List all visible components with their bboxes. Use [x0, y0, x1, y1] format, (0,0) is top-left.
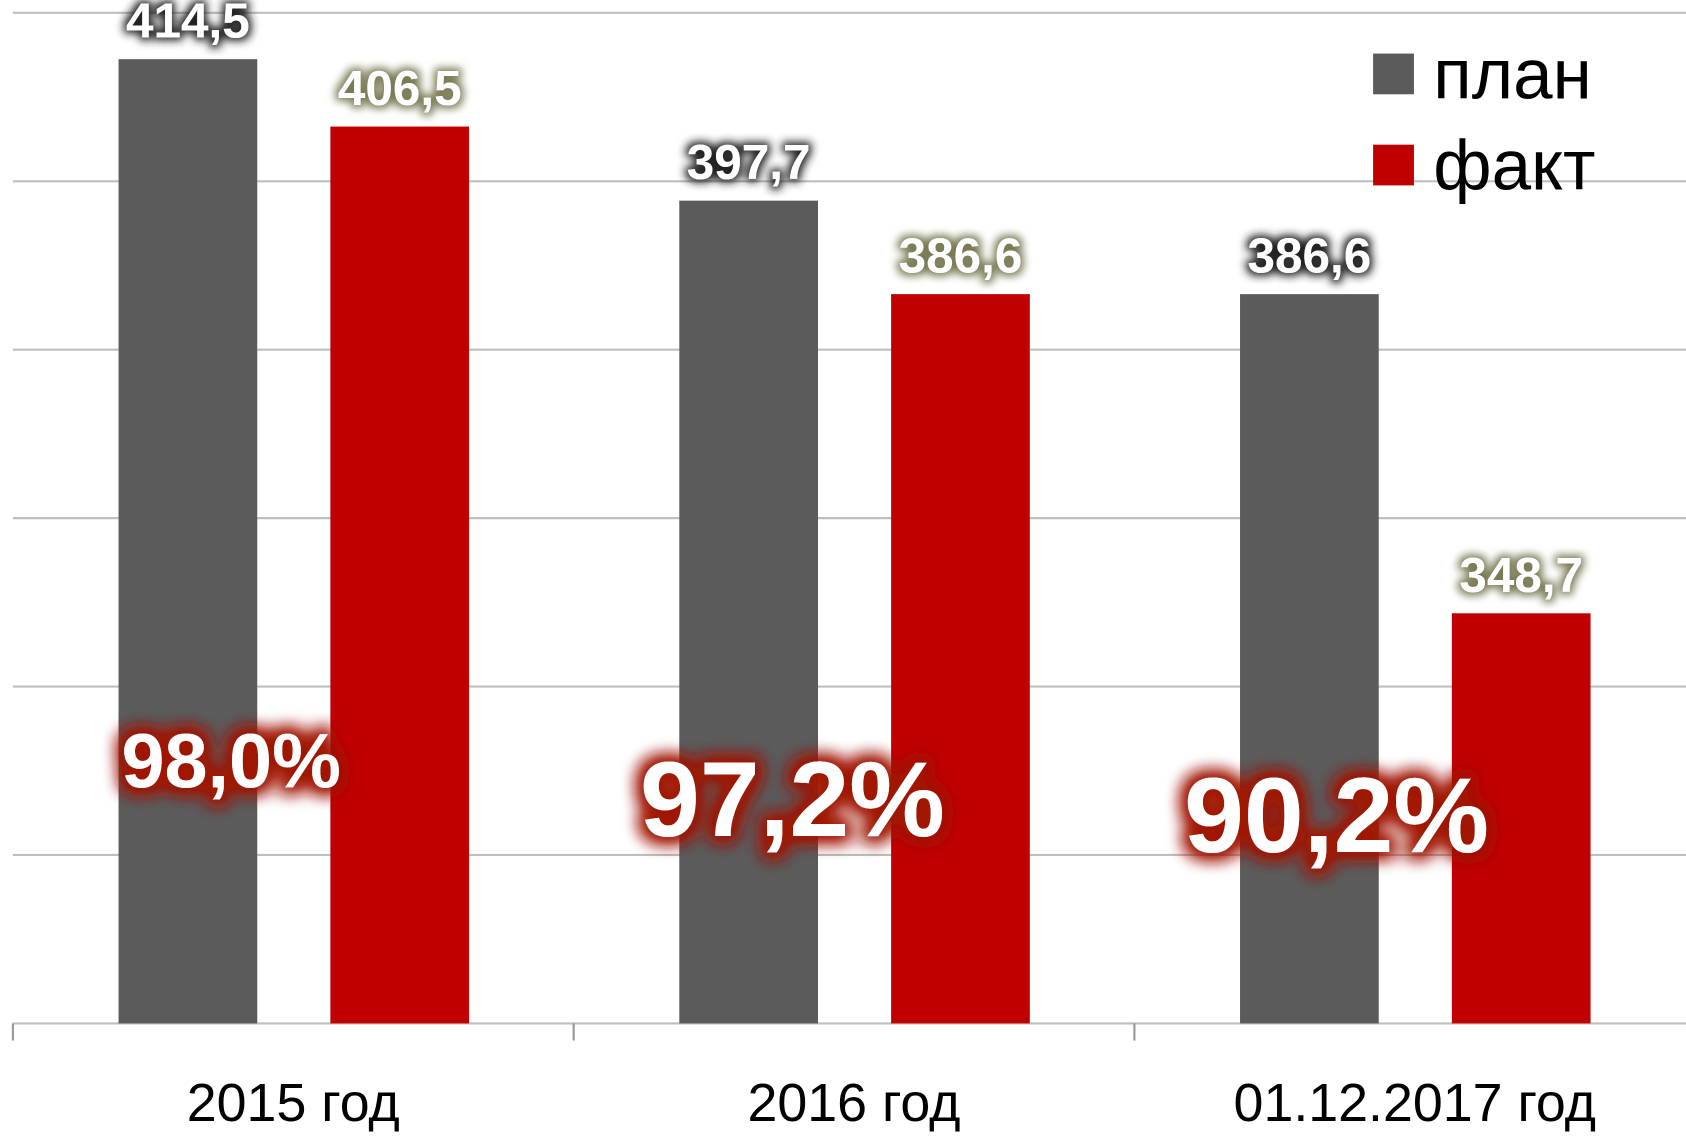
annotation: 98,0%: [121, 719, 340, 805]
data-label: 348,7: [1459, 548, 1583, 603]
bar: [1451, 613, 1591, 1024]
legend-swatch: [1373, 144, 1414, 186]
bar: [679, 200, 819, 1024]
x-tick-label: 01.12.2017 год: [1234, 1073, 1596, 1133]
legend-swatch: [1373, 53, 1414, 95]
bar: [891, 294, 1030, 1024]
annotation: 90,2%: [1184, 755, 1489, 875]
bar: [1240, 294, 1379, 1024]
x-tick-label: 2015 год: [187, 1073, 400, 1133]
bar: [118, 59, 258, 1024]
x-tick-label: 2016 год: [748, 1073, 961, 1133]
annotation: 97,2%: [640, 739, 945, 859]
bar: [330, 126, 470, 1024]
legend-label: факт: [1433, 127, 1595, 206]
data-label: 386,6: [1248, 229, 1372, 284]
data-label: 406,5: [338, 61, 462, 116]
legend-label: план: [1433, 36, 1591, 115]
data-label: 414,5: [126, 0, 250, 49]
data-label: 386,6: [899, 229, 1023, 284]
data-label: 397,7: [687, 135, 811, 190]
